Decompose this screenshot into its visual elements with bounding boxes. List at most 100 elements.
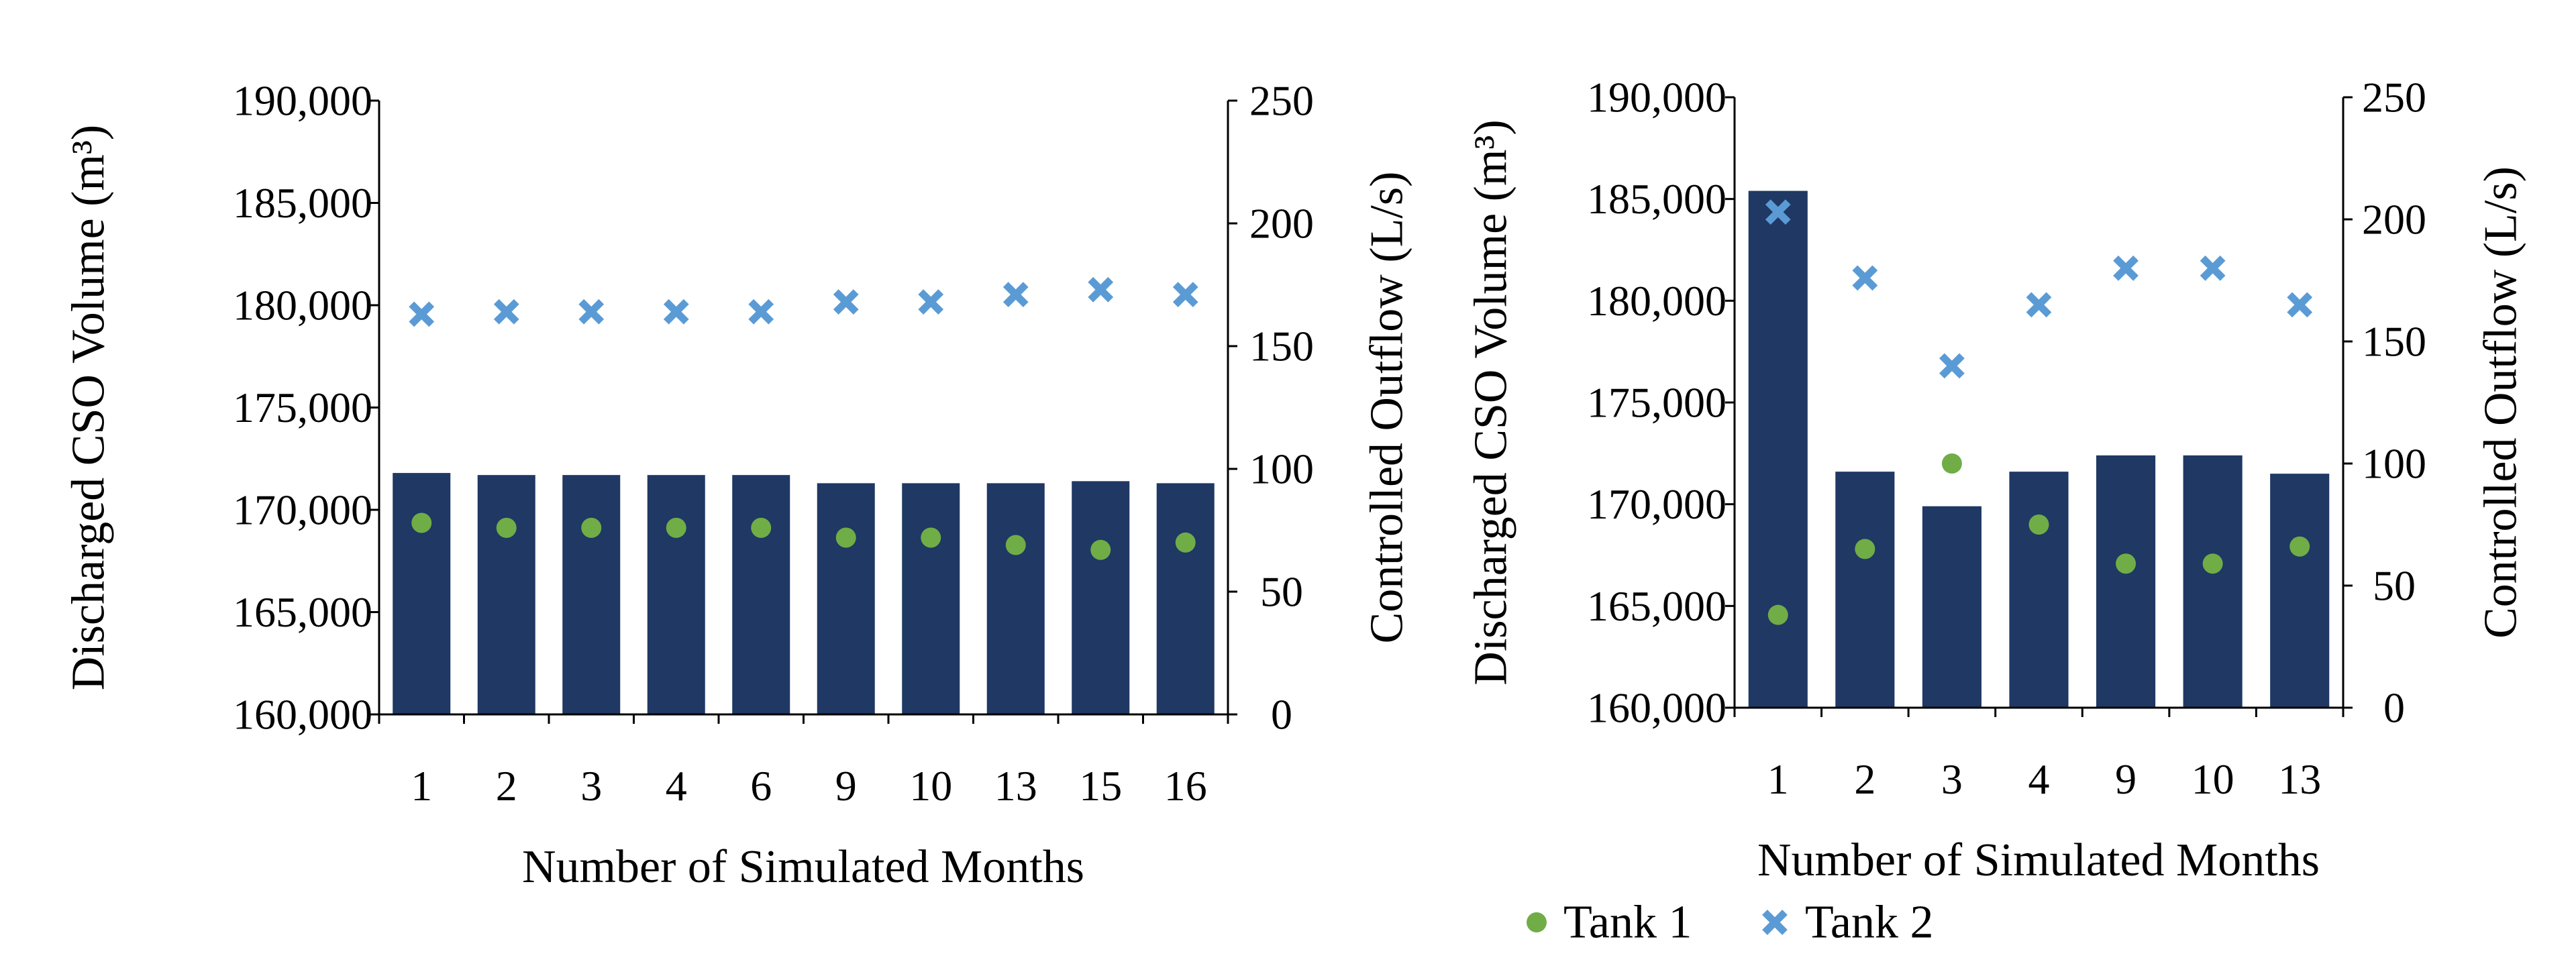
y2-tick-label: 0 [2383,684,2405,732]
y-tick-label: 175,000 [233,384,372,431]
y2-tick-label: 150 [1249,323,1314,370]
x-tick-label: 10 [2192,755,2234,803]
x-tick-label: 3 [1941,755,1963,803]
bar-10 [902,483,960,714]
x-tick-label: 10 [909,762,952,810]
y-tick-label: 190,000 [233,77,372,125]
tank1-point-3 [581,517,602,538]
tank1-point-2 [496,517,517,538]
tank1-point-10 [2202,553,2223,574]
bar-1 [393,473,451,714]
chart-2: 160,000 165,000 170,000 175,000 180,000 185,0… [1465,74,2527,887]
legend-tank2-label: Tank 2 [1805,897,1933,949]
x-tick-label: 2 [1854,755,1875,803]
y-tick-label: 160,000 [1587,684,1727,732]
tank2-point-16 [1172,282,1198,308]
bar-9 [2096,455,2156,708]
y-tick-label: 185,000 [1587,175,1727,223]
y-tick-label: 185,000 [233,179,372,227]
bar-10 [2183,455,2243,708]
y2-tick-label: 200 [2362,196,2426,243]
y-tick-label: 160,000 [233,691,372,739]
y-tick-label: 180,000 [1587,277,1727,325]
tank2-point-10 [918,289,944,315]
bar-13 [986,483,1045,714]
tank2-point-3 [578,299,605,325]
bar-9 [817,483,875,714]
x-tick-label: 3 [580,762,602,810]
tank1-point-1 [1767,604,1788,625]
bar-2 [477,475,535,714]
x-tick-label: 9 [2115,755,2136,803]
y2-axis-title: Controlled Outflow (L/s) [2475,166,2527,639]
tank2-point-9 [2113,255,2139,281]
tank1-point-15 [1090,539,1111,560]
tank2-point-10 [2200,255,2226,281]
tank1-point-16 [1175,532,1196,553]
tank2-point-13 [2287,292,2313,318]
tank2-point-9 [833,289,859,315]
bar-13 [2270,474,2330,708]
x-tick-label: 15 [1079,762,1122,810]
legend-tank1-marker [1527,912,1547,932]
tank1-point-10 [921,527,941,548]
x-axis-title: Number of Simulated Months [1757,834,2320,886]
y-tick-label: 175,000 [1587,379,1727,427]
legend: Tank 1 Tank 2 [1527,897,1933,949]
tank2-point-13 [1002,282,1029,308]
tank2-point-2 [1852,265,1878,291]
x-tick-label: 13 [2278,755,2321,803]
bar-16 [1156,483,1215,714]
tank2-point-2 [493,299,519,325]
bar-2 [1835,472,1895,708]
x-tick-label: 6 [750,762,772,810]
x-axis-title: Number of Simulated Months [522,841,1084,893]
bar-15 [1072,481,1130,714]
x-tick-label: 4 [2028,755,2050,803]
bar-1 [1748,191,1808,708]
tank2-point-3 [1939,353,1965,379]
bar-3 [1922,506,1981,708]
tank1-point-13 [1005,535,1026,555]
tank1-point-4 [2028,515,2049,535]
tank2-point-1 [1765,199,1791,225]
x-tick-label: 1 [1767,755,1789,803]
tank2-point-15 [1088,276,1114,303]
tank2-point-4 [2026,292,2052,318]
y2-tick-label: 200 [1249,200,1314,248]
tank2-point-6 [748,299,774,325]
tank1-point-9 [835,527,856,548]
y-axis-title: Discharged CSO Volume (m³) [63,125,115,690]
x-tick-label: 13 [994,762,1037,810]
tank1-point-13 [2289,536,2310,557]
y-axis-title: Discharged CSO Volume (m³) [1465,119,1517,685]
y-tick-label: 170,000 [1587,480,1727,528]
tank1-point-2 [1855,539,1875,559]
x-tick-label: 1 [411,762,432,810]
tank1-point-4 [666,517,686,538]
y2-tick-label: 150 [2362,318,2426,366]
y2-tick-label: 100 [1249,445,1314,493]
y2-tick-label: 100 [2362,440,2426,488]
x-tick-label: 2 [496,762,517,810]
y2-tick-label: 250 [2362,74,2426,121]
chart-1: 160,000 165,000 170,000 175,000 180,000 185,0… [63,77,1413,894]
bar-3 [562,475,621,714]
y-tick-label: 180,000 [233,282,372,329]
y-tick-label: 165,000 [1587,582,1727,630]
tank1-point-9 [2116,553,2136,574]
y-tick-label: 190,000 [1587,74,1727,121]
x-tick-label: 16 [1164,762,1207,810]
y-tick-label: 170,000 [233,486,372,534]
y2-tick-label: 250 [1249,77,1314,125]
tank1-point-3 [1941,453,1962,474]
y-tick-label: 165,000 [233,588,372,636]
legend-tank1-label: Tank 1 [1563,897,1692,949]
bar-4 [2009,472,2069,708]
x-tick-label: 4 [666,762,687,810]
y2-tick-label: 50 [1260,568,1303,616]
tank1-point-6 [751,517,772,538]
legend-tank2-marker [1762,910,1788,935]
bar-6 [732,475,790,714]
